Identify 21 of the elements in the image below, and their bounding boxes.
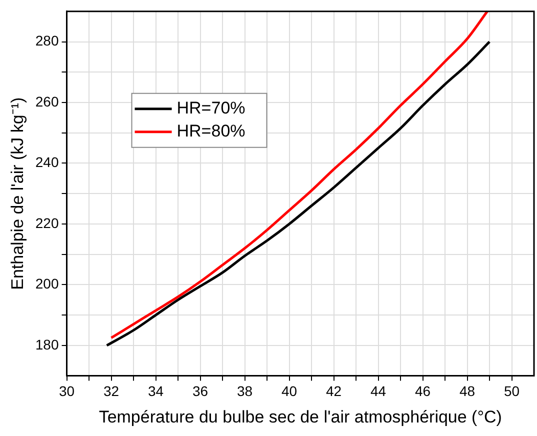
x-tick-label: 44 <box>370 383 386 400</box>
y-tick-label: 200 <box>35 276 59 292</box>
x-tick-label: 32 <box>103 383 120 400</box>
x-tick-label: 42 <box>326 383 342 400</box>
y-tick-label: 280 <box>35 32 59 49</box>
legend-label: HR=70% <box>176 98 246 118</box>
y-tick-label: 260 <box>35 93 59 110</box>
x-tick-label: 38 <box>236 383 253 400</box>
legend-label: HR=80% <box>176 122 246 141</box>
x-tick-label: 34 <box>148 383 164 400</box>
y-tick-label: 240 <box>35 154 59 170</box>
x-tick-label: 48 <box>459 383 476 400</box>
x-axis-title: Température du bulbe sec de l'air atmosphérique (°C) <box>98 407 502 426</box>
y-tick-label: 220 <box>35 214 59 231</box>
x-tick-label: 50 <box>504 383 520 400</box>
y-axis-title: Enthalpie de l'air (kJ kg⁻¹) <box>8 97 27 290</box>
x-tick-label: 40 <box>281 383 298 400</box>
y-tick-label: 180 <box>35 336 59 352</box>
x-tick-label: 30 <box>58 383 75 400</box>
x-tick-label: 46 <box>414 383 431 400</box>
x-tick-label: 36 <box>192 383 208 400</box>
